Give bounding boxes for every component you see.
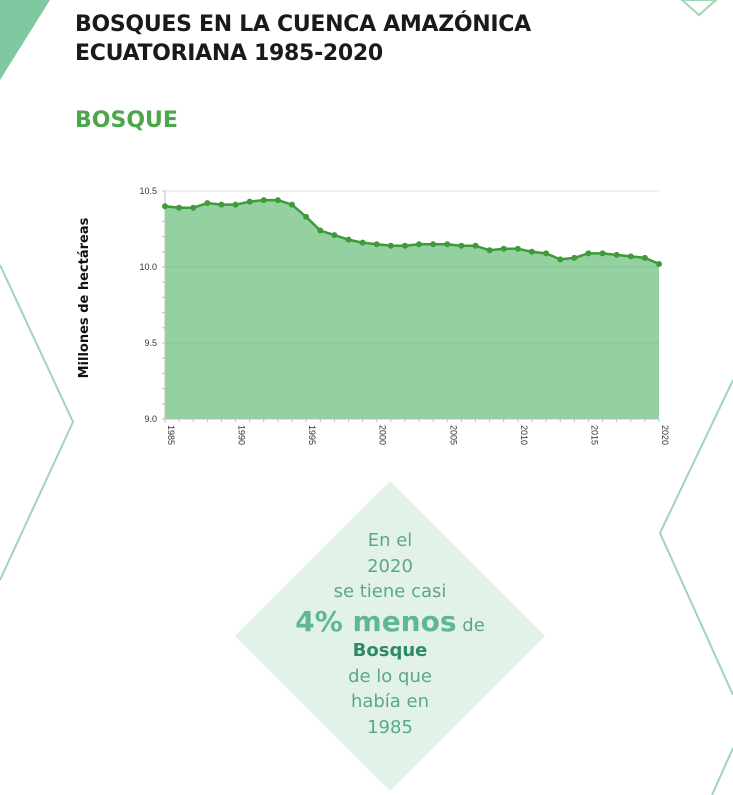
callout-line-2: 2020: [367, 555, 413, 577]
data-point: [486, 247, 493, 254]
data-point: [500, 245, 507, 252]
y-tick-label: 9.0: [144, 414, 157, 424]
data-point: [289, 201, 296, 208]
data-point: [557, 256, 564, 263]
data-point: [162, 203, 168, 210]
data-point: [656, 260, 662, 267]
x-tick-label: 2005: [448, 425, 458, 445]
data-point: [401, 242, 408, 249]
data-point: [613, 251, 620, 258]
data-point: [373, 241, 380, 248]
callout-line-6: de lo que: [348, 665, 432, 687]
callout-text: En el 2020 se tiene casi 4% menos de Bos…: [290, 528, 490, 740]
data-point: [345, 236, 352, 243]
data-point: [458, 242, 465, 249]
x-tick-label: 2000: [378, 425, 388, 445]
x-tick-label: 1985: [166, 425, 176, 445]
callout-highlight-suffix: de: [462, 614, 485, 636]
data-point: [176, 204, 183, 211]
data-point: [246, 198, 253, 205]
y-tick-label: 10.0: [139, 262, 157, 272]
data-point: [260, 197, 267, 204]
y-axis-title: Millones de hectáreas: [77, 217, 92, 378]
callout-line-8: 1985: [367, 716, 413, 738]
data-point: [387, 242, 394, 249]
callout-line-7: había en: [350, 691, 430, 712]
data-point: [599, 250, 606, 257]
x-tick-label: 2015: [589, 425, 599, 445]
data-point: [274, 197, 281, 204]
y-tick-label: 10.5: [139, 186, 157, 196]
callout-highlight: 4% menos: [295, 604, 457, 638]
data-point: [204, 200, 211, 207]
section-subtitle: BOSQUE: [75, 108, 178, 133]
x-tick-label: 2010: [519, 425, 529, 445]
data-point: [317, 227, 324, 234]
callout-line-1: En el: [367, 530, 413, 551]
data-point: [416, 241, 423, 248]
y-tick-label: 9.5: [144, 338, 157, 348]
data-point: [303, 213, 310, 220]
data-point: [585, 250, 592, 257]
data-point: [218, 201, 225, 208]
data-point: [444, 241, 451, 248]
title-line-2: ECUATORIANA 1985-2020: [75, 41, 383, 66]
callout-line-3: se tiene casi: [333, 581, 447, 602]
page-title: BOSQUES EN LA CUENCA AMAZÓNICA ECUATORIA…: [75, 10, 531, 68]
data-point: [430, 241, 437, 248]
data-point: [514, 245, 521, 252]
x-tick-label: 2020: [660, 425, 670, 445]
x-tick-label: 1995: [307, 425, 317, 445]
callout-highlight-line: 4% menos de: [290, 607, 490, 639]
data-point: [528, 248, 535, 255]
data-point: [359, 239, 366, 246]
data-point: [641, 254, 648, 261]
data-point: [472, 242, 479, 249]
x-tick-label: 1990: [237, 425, 247, 445]
data-point: [627, 253, 634, 260]
area-fill: [165, 200, 659, 419]
callout-bold-word: Bosque: [352, 640, 428, 661]
title-line-1: BOSQUES EN LA CUENCA AMAZÓNICA: [75, 12, 531, 37]
data-point: [331, 232, 338, 239]
data-point: [543, 250, 550, 257]
data-point: [232, 201, 239, 208]
data-point: [190, 204, 197, 211]
data-point: [571, 254, 578, 261]
